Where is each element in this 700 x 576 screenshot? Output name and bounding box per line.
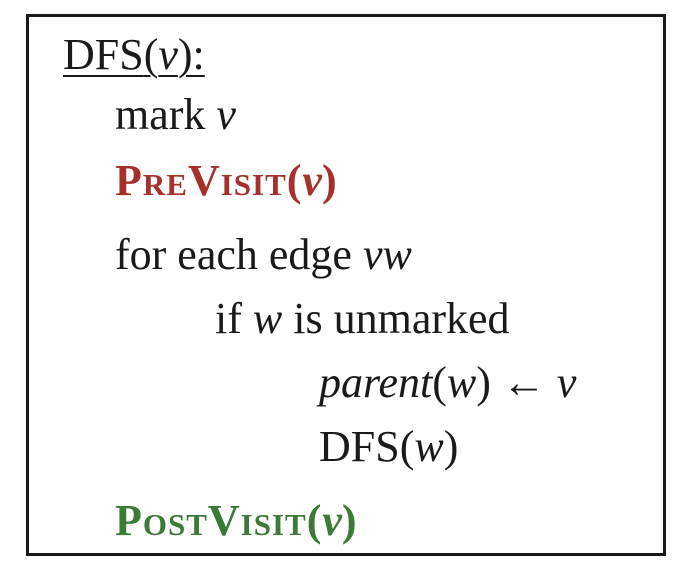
if-var: w [252,294,283,343]
if-rest: is unmarked [282,294,510,343]
recurse-line: DFS(w) [319,421,458,473]
recurse-open: ( [399,422,415,471]
recurse-close: ) [443,422,459,471]
assign-value: v [556,358,577,407]
edge-var: vw [362,230,412,279]
previsit-open: ( [286,156,303,205]
postvisit-close: ) [341,496,358,545]
mark-keyword: mark [115,90,217,139]
previsit-line: PreVisit(v) [115,155,338,207]
previsit-param: v [302,156,322,205]
parameter-v: v [158,30,178,79]
postvisit-line: PostVisit(v) [115,495,358,547]
previsit-close: ) [321,156,338,205]
postvisit-param: v [322,496,342,545]
left-arrow-icon: ← [490,358,557,407]
mark-var: v [216,90,236,139]
postvisit-open: ( [306,496,323,545]
assign-line: parent(w) ← v [319,357,576,409]
function-name: DFS [63,30,144,79]
assign-open: ( [432,358,447,407]
previsit-name: PreVisit [115,156,287,205]
parent-func: parent [319,358,433,407]
recurse-arg: w [414,422,444,471]
assign-close: ) [476,358,491,407]
mark-line: mark v [115,89,236,141]
open-paren: ( [143,30,159,79]
algorithm-header: DFS(v): [63,29,205,81]
algorithm-box: DFS(v): mark v PreVisit(v) for each edge… [26,14,666,556]
for-line: for each edge vw [115,229,412,281]
postvisit-name: PostVisit [115,496,307,545]
recurse-name: DFS [319,422,400,471]
close-paren-colon: ): [177,30,205,79]
if-line: if w is unmarked [215,293,510,345]
for-text: for each edge [115,230,363,279]
assign-arg: w [446,358,477,407]
if-keyword: if [215,294,253,343]
